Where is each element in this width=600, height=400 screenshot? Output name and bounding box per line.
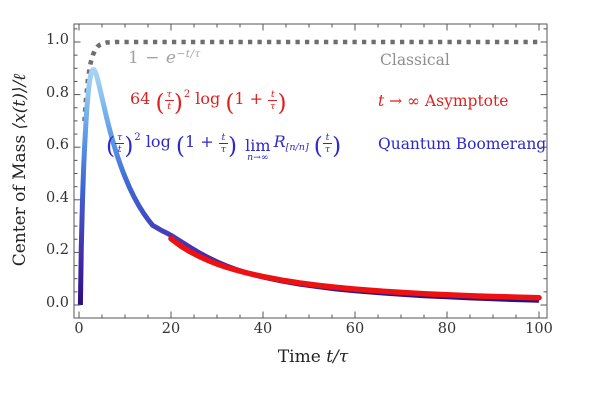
y-tick-label: 0.8 (45, 84, 69, 101)
y-tick-label: 0.6 (45, 137, 69, 154)
y-tick-label: 0.4 (45, 189, 69, 206)
right-paren: ) (124, 132, 134, 160)
plot-frame (73, 23, 548, 319)
left-paren: ( (175, 132, 185, 160)
classical-curve (82, 39, 539, 122)
formula-text: 1 − (128, 47, 166, 68)
log-text: log (195, 89, 221, 109)
limit-block: lim n→∞ (245, 135, 271, 163)
legend-asymptote: t → ∞ Asymptote (378, 92, 509, 110)
y-tick-label: 1.0 (45, 32, 69, 48)
right-paren: ) (173, 89, 183, 117)
left-paren: ( (155, 89, 165, 117)
right-paren: ) (332, 132, 342, 160)
exponent-2: 2 (183, 89, 191, 100)
asymptote-curve (168, 235, 542, 301)
legend-quantum: Quantum Boomerang (378, 135, 547, 153)
quantum-formula: (τ t)2 log (1 + t τ) lim n→∞ R[n/n] (t τ) (106, 132, 341, 163)
pade-subscript: [n/n] (285, 142, 309, 154)
x-tick-label: 20 (161, 321, 181, 337)
y-tick-label: 0.2 (45, 242, 69, 259)
exponent-2: 2 (134, 132, 141, 143)
left-paren: ( (106, 132, 116, 160)
x-tick-label: 100 (525, 321, 553, 337)
right-paren: ) (277, 89, 287, 117)
formula-coefficient: 64 (130, 89, 151, 109)
formula-exponent: −t/τ (176, 48, 201, 60)
right-paren: ) (228, 132, 238, 160)
formula-text: 1 + (234, 89, 264, 109)
left-paren: ( (225, 89, 235, 117)
formula-text: 1 + (184, 132, 214, 152)
left-paren: ( (313, 132, 323, 160)
pade-symbol: R (273, 132, 286, 152)
x-tick-label: 40 (253, 321, 273, 337)
legend-classical: Classical (380, 51, 450, 69)
y-tick-label: 0.0 (45, 295, 69, 311)
log-text: log (145, 132, 171, 152)
y-axis-label: Center of Mass ⟨x(t)⟩/ℓ (10, 73, 30, 267)
x-axis-label: Time t/τ (277, 347, 349, 367)
x-tick-label: 0 (74, 321, 84, 337)
axis-ticks (74, 24, 547, 318)
formula-text: e (165, 47, 177, 68)
x-tick-label: 80 (437, 321, 457, 337)
x-tick-label: 60 (345, 321, 365, 337)
asymptote-formula: 64 (τ t)2 log (1 + t τ) (130, 89, 287, 117)
classical-formula: 1 − e−t/τ (128, 48, 201, 68)
